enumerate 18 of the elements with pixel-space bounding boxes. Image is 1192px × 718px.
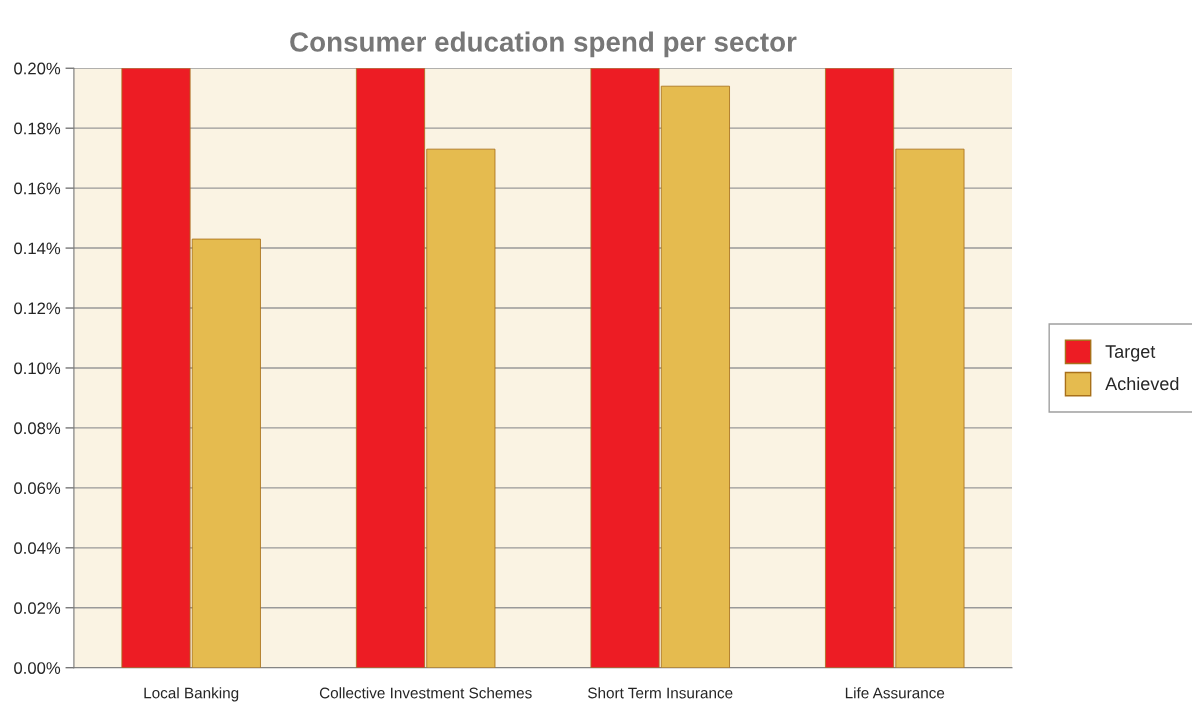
y-tick-label: 0.04% (14, 542, 61, 555)
y-tick-label: 0.06% (14, 482, 61, 495)
y-tick-label: 0.18% (14, 122, 61, 135)
y-tick-label: 0.10% (14, 362, 61, 375)
x-tick-label: Local Banking (144, 687, 239, 702)
x-tick-label: Life Assurance (845, 687, 945, 699)
chart-title: Consumer education spend per sector (290, 31, 797, 58)
y-tick-label: 0.00% (14, 662, 61, 674)
y-tick-label: 0.12% (14, 302, 61, 315)
legend-label: Achieved (1105, 376, 1179, 391)
y-tick-label: 0.20% (14, 62, 61, 75)
y-tick-label: 0.08% (14, 422, 61, 435)
y-tick-label: 0.16% (14, 182, 61, 195)
y-tick-label: 0.14% (14, 242, 61, 255)
y-tick-label: 0.02% (14, 602, 61, 614)
legend-label: Target (1105, 345, 1156, 362)
x-tick-label: Short Term Insurance (588, 687, 733, 699)
x-tick-label: Collective Investment Schemes (319, 687, 532, 699)
